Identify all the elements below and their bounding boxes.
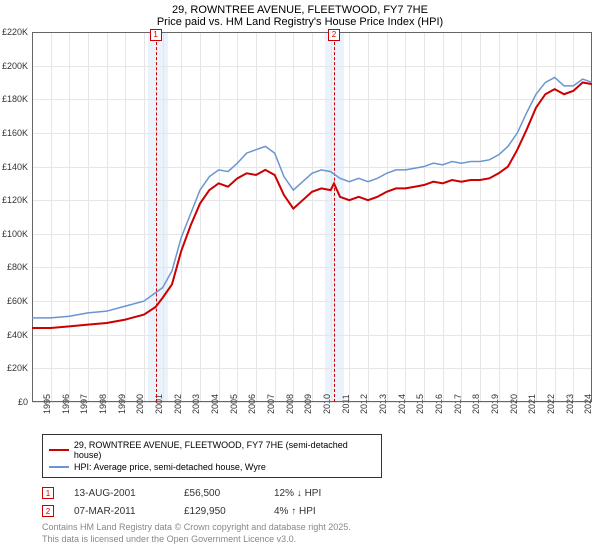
title-block: 29, ROWNTREE AVENUE, FLEETWOOD, FY7 7HE …: [0, 0, 600, 28]
legend: 29, ROWNTREE AVENUE, FLEETWOOD, FY7 7HE …: [42, 434, 382, 478]
legend-row: HPI: Average price, semi-detached house,…: [49, 461, 375, 473]
plot-svg: [32, 32, 592, 402]
legend-swatch: [49, 449, 69, 451]
price-event-row: 2 07-MAR-2011 £129,950 4% ↑ HPI: [42, 502, 600, 520]
event-date: 13-AUG-2001: [74, 488, 164, 499]
event-hpi-delta: 4% ↑ HPI: [274, 506, 316, 517]
y-axis-tick-label: £160K: [2, 128, 28, 138]
event-marker-ref: 1: [42, 487, 54, 499]
y-axis-tick-label: £200K: [2, 61, 28, 71]
price-event-row: 1 13-AUG-2001 £56,500 12% ↓ HPI: [42, 484, 600, 502]
title-address: 29, ROWNTREE AVENUE, FLEETWOOD, FY7 7HE: [0, 4, 600, 16]
y-axis-tick-label: £100K: [2, 229, 28, 239]
footer-line1: Contains HM Land Registry data © Crown c…: [42, 522, 600, 534]
price-events: 1 13-AUG-2001 £56,500 12% ↓ HPI 2 07-MAR-2011…: [42, 484, 600, 520]
title-subtitle: Price paid vs. HM Land Registry's House …: [0, 16, 600, 28]
y-axis-tick-label: £0: [18, 397, 28, 407]
event-marker-1: 1: [150, 29, 162, 41]
y-axis-tick-label: £120K: [2, 195, 28, 205]
y-axis-tick-label: £20K: [7, 363, 28, 373]
event-price: £129,950: [184, 506, 254, 517]
attribution-footer: Contains HM Land Registry data © Crown c…: [42, 522, 600, 545]
y-axis-tick-label: £220K: [2, 27, 28, 37]
legend-swatch: [49, 466, 69, 468]
legend-row: 29, ROWNTREE AVENUE, FLEETWOOD, FY7 7HE …: [49, 439, 375, 461]
event-price: £56,500: [184, 488, 254, 499]
series-hpi: [32, 77, 592, 318]
legend-label: HPI: Average price, semi-detached house,…: [74, 462, 266, 472]
y-axis-tick-label: £140K: [2, 162, 28, 172]
event-hpi-delta: 12% ↓ HPI: [274, 488, 321, 499]
footer-line2: This data is licensed under the Open Gov…: [42, 534, 600, 546]
chart-container: 29, ROWNTREE AVENUE, FLEETWOOD, FY7 7HE …: [0, 0, 600, 560]
event-marker-2: 2: [328, 29, 340, 41]
legend-label: 29, ROWNTREE AVENUE, FLEETWOOD, FY7 7HE …: [74, 440, 375, 460]
event-date: 07-MAR-2011: [74, 506, 164, 517]
chart-area: £0£20K£40K£60K£80K£100K£120K£140K£160K£1…: [32, 32, 592, 402]
y-axis-tick-label: £180K: [2, 94, 28, 104]
y-axis-tick-label: £60K: [7, 296, 28, 306]
series-price_paid: [32, 82, 592, 328]
y-axis-tick-label: £80K: [7, 262, 28, 272]
y-axis-tick-label: £40K: [7, 330, 28, 340]
event-marker-ref: 2: [42, 505, 54, 517]
